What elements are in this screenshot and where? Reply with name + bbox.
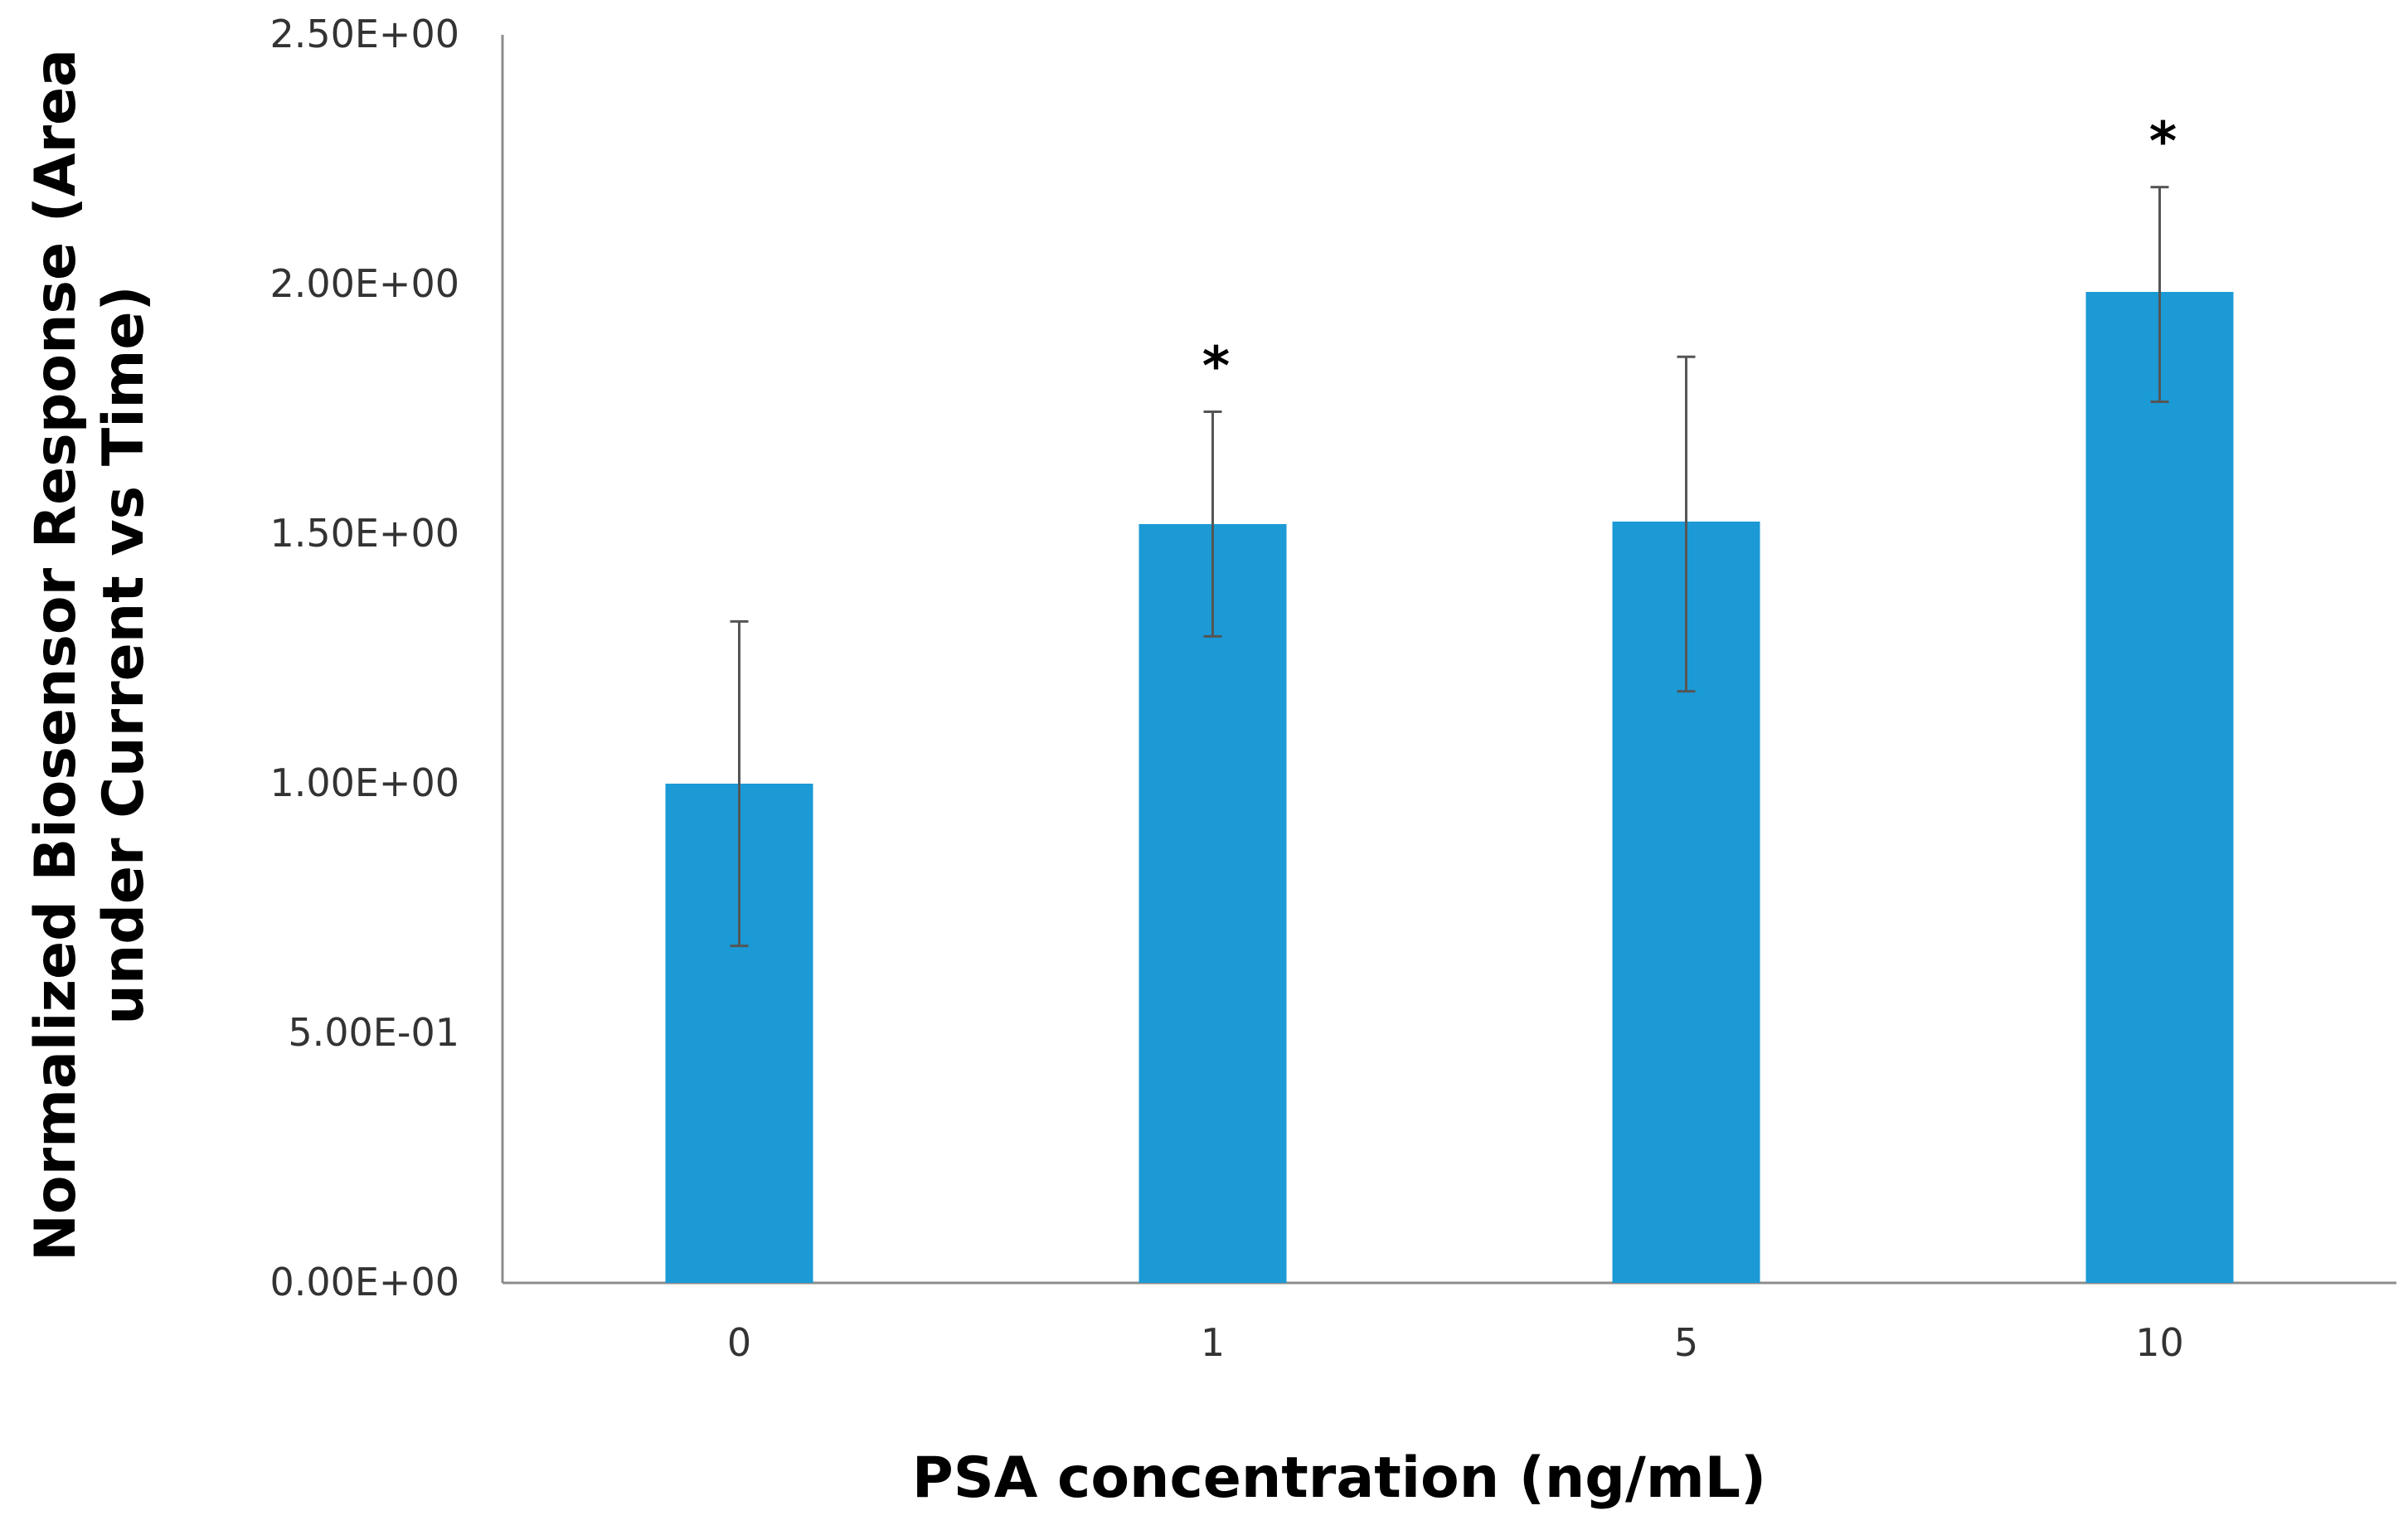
bar-1 bbox=[1138, 523, 1287, 1283]
y-axis-ticks: 0.00E+00 5.00E-01 1.00E+00 1.50E+00 2.00E+00… bbox=[269, 12, 459, 1304]
y-tick-label: 1.50E+00 bbox=[269, 511, 459, 556]
significance-star-1: * bbox=[1202, 337, 1230, 398]
y-tick-label: 2.50E+00 bbox=[269, 12, 459, 56]
x-tick-label-1: 1 bbox=[1201, 1320, 1225, 1365]
y-axis-title-line-1: Normalized Biosensor Response (Area bbox=[23, 49, 89, 1261]
y-tick-label: 0.00E+00 bbox=[269, 1260, 459, 1304]
y-axis-title-line-2: under Current vs Time) bbox=[91, 285, 157, 1024]
x-axis-title: PSA concentration (ng/mL) bbox=[912, 1445, 1766, 1511]
x-tick-label-0: 0 bbox=[727, 1320, 751, 1365]
x-tick-label-5: 5 bbox=[1674, 1320, 1698, 1365]
y-tick-label: 2.00E+00 bbox=[269, 261, 459, 306]
significance-markers: ** bbox=[1202, 112, 2177, 398]
significance-star-10: * bbox=[2149, 112, 2177, 173]
y-axis-title: Normalized Biosensor Response (Area unde… bbox=[23, 49, 157, 1261]
x-axis-ticks: 0 1 5 10 bbox=[727, 1320, 2184, 1365]
bar-10 bbox=[2085, 292, 2234, 1283]
y-tick-label: 5.00E-01 bbox=[288, 1010, 459, 1055]
y-tick-label: 1.00E+00 bbox=[269, 760, 459, 805]
x-tick-label-10: 10 bbox=[2135, 1320, 2184, 1365]
axes bbox=[501, 35, 2396, 1285]
bars bbox=[665, 292, 2234, 1283]
error-bars bbox=[730, 186, 2169, 948]
